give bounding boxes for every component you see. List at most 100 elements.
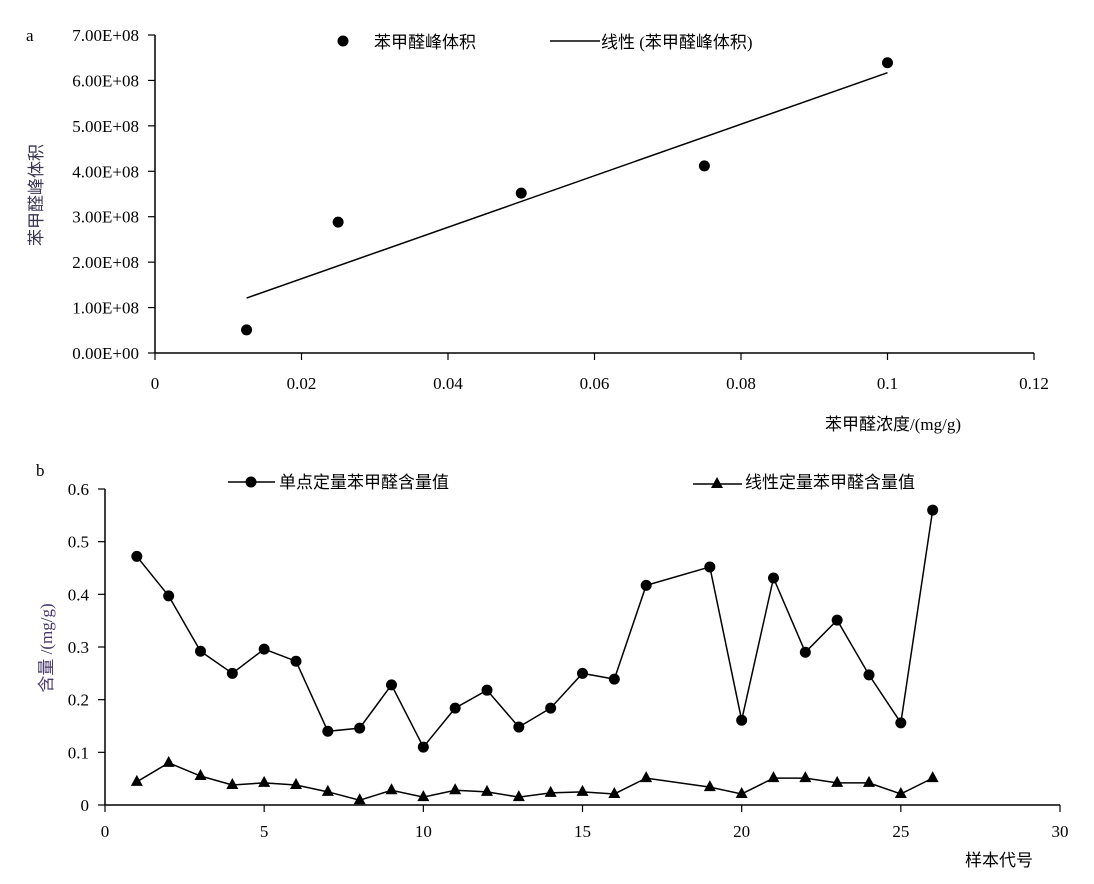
legend-a-label-trendline: 线性 (苯甲醛峰体积) [601,33,753,52]
chart-b-x-tick-label: 15 [574,822,591,841]
chart-b-y-tick-label: 0.6 [68,480,89,499]
data-point-triangle [512,790,525,802]
chart-b-x-tick-label: 0 [101,822,110,841]
data-point-circle [608,673,620,685]
data-point-triangle [767,771,780,783]
chart-b-y-tick-label: 0.2 [68,691,89,710]
data-point-triangle [926,771,939,783]
data-point-triangle [544,785,557,797]
data-point-triangle [321,784,334,796]
data-point-triangle [194,769,207,781]
data-point-circle [258,643,270,655]
chart-a-x-tick-label: 0.06 [580,374,610,393]
chart-a-x-tick-label: 0.12 [1019,374,1049,393]
data-point-triangle [894,786,907,798]
legend-b-marker-series2 [711,477,723,488]
data-point-triangle [576,784,589,796]
legend-a-marker-points [337,35,349,47]
chart-a-y-tick-label: 1.00E+08 [72,299,139,318]
chart-b-xlabel: 样本代号 [965,851,1033,870]
data-point-circle [195,645,206,657]
data-point [332,216,344,228]
chart-b-x-tick-label: 5 [260,822,269,841]
data-point-triangle [481,784,493,796]
data-point-circle [927,504,939,516]
chart-a-y-tick-label: 3.00E+08 [72,208,139,227]
chart-a-x-tick-label: 0 [151,374,160,393]
legend-a-label-points: 苯甲醛峰体积 [374,33,476,52]
chart-b-x-tick-label: 10 [415,822,432,841]
chart-a-x-tick-label: 0.04 [433,374,463,393]
chart-a-y-tick-label: 6.00E+08 [72,71,139,90]
data-point [882,57,893,69]
chart-a-y-tick-label: 0.00E+00 [72,344,139,363]
chart-b: b 样本代号 含量 /(mg/g) 单点定量苯甲醛含量值 线性定量苯甲醛含量值 … [36,461,1069,870]
data-point-triangle [703,780,716,792]
chart-a-y-tick-label: 7.00E+08 [72,26,139,45]
data-point-triangle [640,771,653,783]
trendline [246,71,888,299]
chart-a-x-tick-label: 0.08 [726,374,756,393]
data-point [515,187,527,199]
data-point-circle [481,684,493,696]
data-point-circle [863,669,875,681]
data-point-circle [226,667,238,679]
data-point-triangle [608,786,621,798]
chart-a-y-tick-label: 2.00E+08 [72,253,139,272]
legend-b-marker-series1 [245,476,257,488]
chart-a-ylabel: 苯甲醛峰体积 [27,144,46,246]
chart-a-x-tick-label: 0.1 [877,374,898,393]
data-point-circle [417,741,429,753]
legend-b-label-series2: 线性定量苯甲醛含量值 [745,473,915,492]
data-point-triangle [258,775,271,787]
chart-b-y-tick-label: 0.3 [68,638,89,657]
data-point-circle [577,667,588,679]
chart-a: a 苯甲醛浓度/(mg/g) 苯甲醛峰体积 苯甲醛峰体积 线性 (苯甲醛峰体积)… [26,26,1049,434]
data-point-circle [895,717,907,729]
data-point-circle [736,714,748,726]
data-point-circle [768,572,779,584]
chart-b-x-tick-label: 30 [1052,822,1069,841]
data-point-triangle [449,783,462,795]
data-point [698,160,710,172]
panel-label-b: b [36,461,45,480]
data-point-circle [640,579,652,591]
chart-b-x-tick-label: 25 [892,822,909,841]
chart-a-xlabel: 苯甲醛浓度/(mg/g) [825,415,961,434]
data-point-triangle [290,777,302,789]
chart-b-ylabel: 含量 /(mg/g) [37,603,56,692]
data-point-circle [322,725,334,737]
data-point-circle [513,721,525,733]
legend-b-label-series1: 单点定量苯甲醛含量值 [279,473,449,492]
data-point-circle [290,655,302,667]
data-point-triangle [385,783,398,795]
data-point-circle [449,702,461,714]
data-point-circle [831,614,843,626]
panel-label-a: a [26,26,34,45]
data-point-triangle [226,777,239,789]
chart-a-y-tick-label: 4.00E+08 [72,162,139,181]
data-point-triangle [353,793,366,805]
data-point-triangle [735,786,748,798]
chart-a-x-tick-label: 0.02 [287,374,317,393]
data-point [241,324,253,336]
chart-b-y-tick-label: 0.1 [68,743,89,762]
chart-b-y-tick-label: 0.4 [68,585,90,604]
chart-b-y-tick-label: 0 [81,796,90,815]
data-point-circle [704,561,716,573]
data-point-circle [545,702,557,714]
data-point-circle [799,646,811,658]
chart-a-y-tick-label: 5.00E+08 [72,117,139,136]
data-point-triangle [799,771,812,783]
data-point-triangle [162,755,175,767]
series-line-2 [136,762,934,802]
data-point-circle [354,722,366,734]
data-point-triangle [130,774,143,786]
chart-b-y-tick-label: 0.5 [68,533,89,552]
data-point-triangle [417,790,430,802]
data-point-circle [163,590,175,602]
data-point-triangle [831,775,844,787]
series-line-1 [136,509,934,749]
chart-b-x-tick-label: 20 [733,822,750,841]
